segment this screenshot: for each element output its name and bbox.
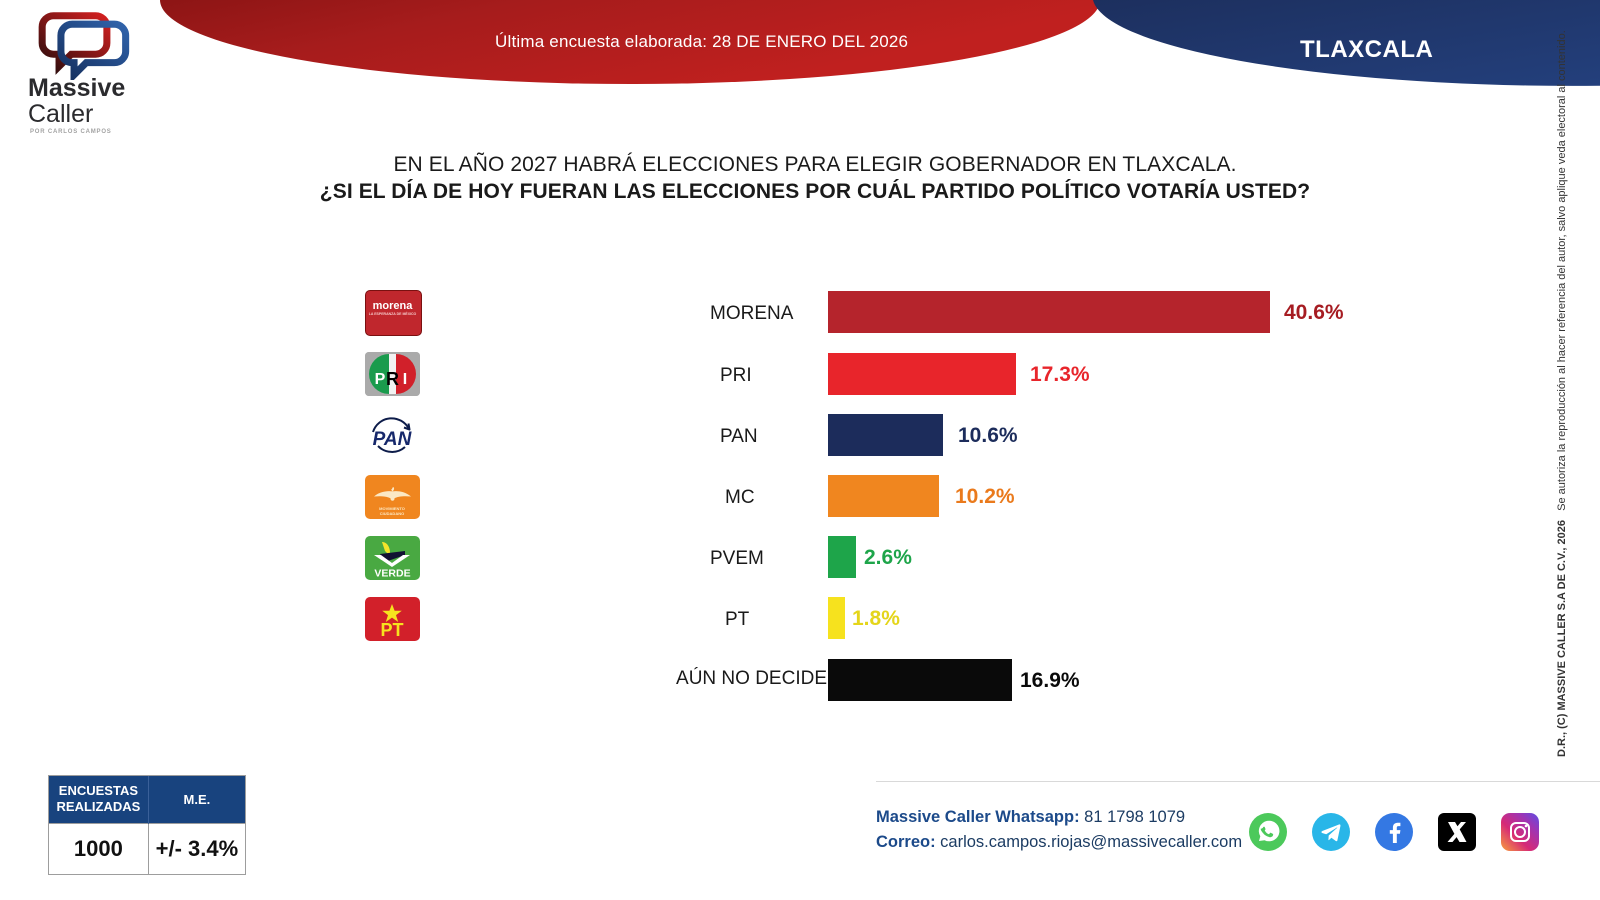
svg-text:CIUDADANO: CIUDADANO <box>380 511 404 516</box>
svg-text:PAN: PAN <box>373 429 413 450</box>
svg-text:VERDE: VERDE <box>374 568 410 580</box>
svg-text:R: R <box>386 369 399 389</box>
svg-text:I: I <box>403 371 407 388</box>
svg-text:PT: PT <box>380 620 403 640</box>
svg-text:P: P <box>375 371 386 388</box>
